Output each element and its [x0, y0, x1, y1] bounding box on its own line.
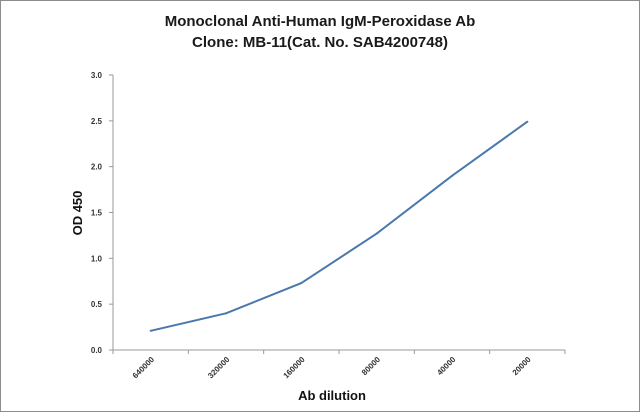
x-tick-group: 640000 320000 160000 80000 40000 20000 [112, 350, 566, 381]
data-point [451, 174, 453, 177]
x-tick-label: 160000 [282, 355, 308, 381]
series-group [149, 120, 529, 332]
chart-axes [112, 75, 565, 351]
y-axis-title: OD 450 [70, 191, 85, 236]
y-tick-label: 3.0 [91, 71, 103, 80]
y-tick-label: 1.5 [91, 209, 103, 218]
chart-subtitle: Clone: MB-11(Cat. No. SAB4200748) [192, 34, 448, 51]
chart-title: Monoclonal Anti-Human IgM-Peroxidase Ab [164, 13, 476, 30]
y-tick-label: 0.0 [91, 346, 103, 355]
y-tick-label: 2.5 [91, 117, 103, 126]
series-line [150, 120, 528, 332]
data-point [225, 312, 227, 315]
data-point [149, 329, 152, 332]
x-tick-label: 640000 [131, 355, 157, 381]
data-point [300, 282, 303, 285]
y-tick-label: 1.0 [91, 254, 103, 263]
y-tick-label: 0.5 [91, 300, 103, 309]
data-point [375, 232, 378, 235]
x-tick-label: 320000 [206, 355, 232, 381]
y-tick-group: 0.0 0.5 1.0 1.5 2.0 2.5 3.0 [91, 71, 113, 355]
x-axis-title: Ab dilution [298, 388, 366, 403]
data-point [526, 120, 529, 123]
y-tick-label: 2.0 [91, 163, 103, 172]
x-tick-label: 80000 [360, 355, 382, 377]
x-tick-label: 20000 [511, 355, 533, 377]
x-tick-label: 40000 [435, 355, 457, 377]
